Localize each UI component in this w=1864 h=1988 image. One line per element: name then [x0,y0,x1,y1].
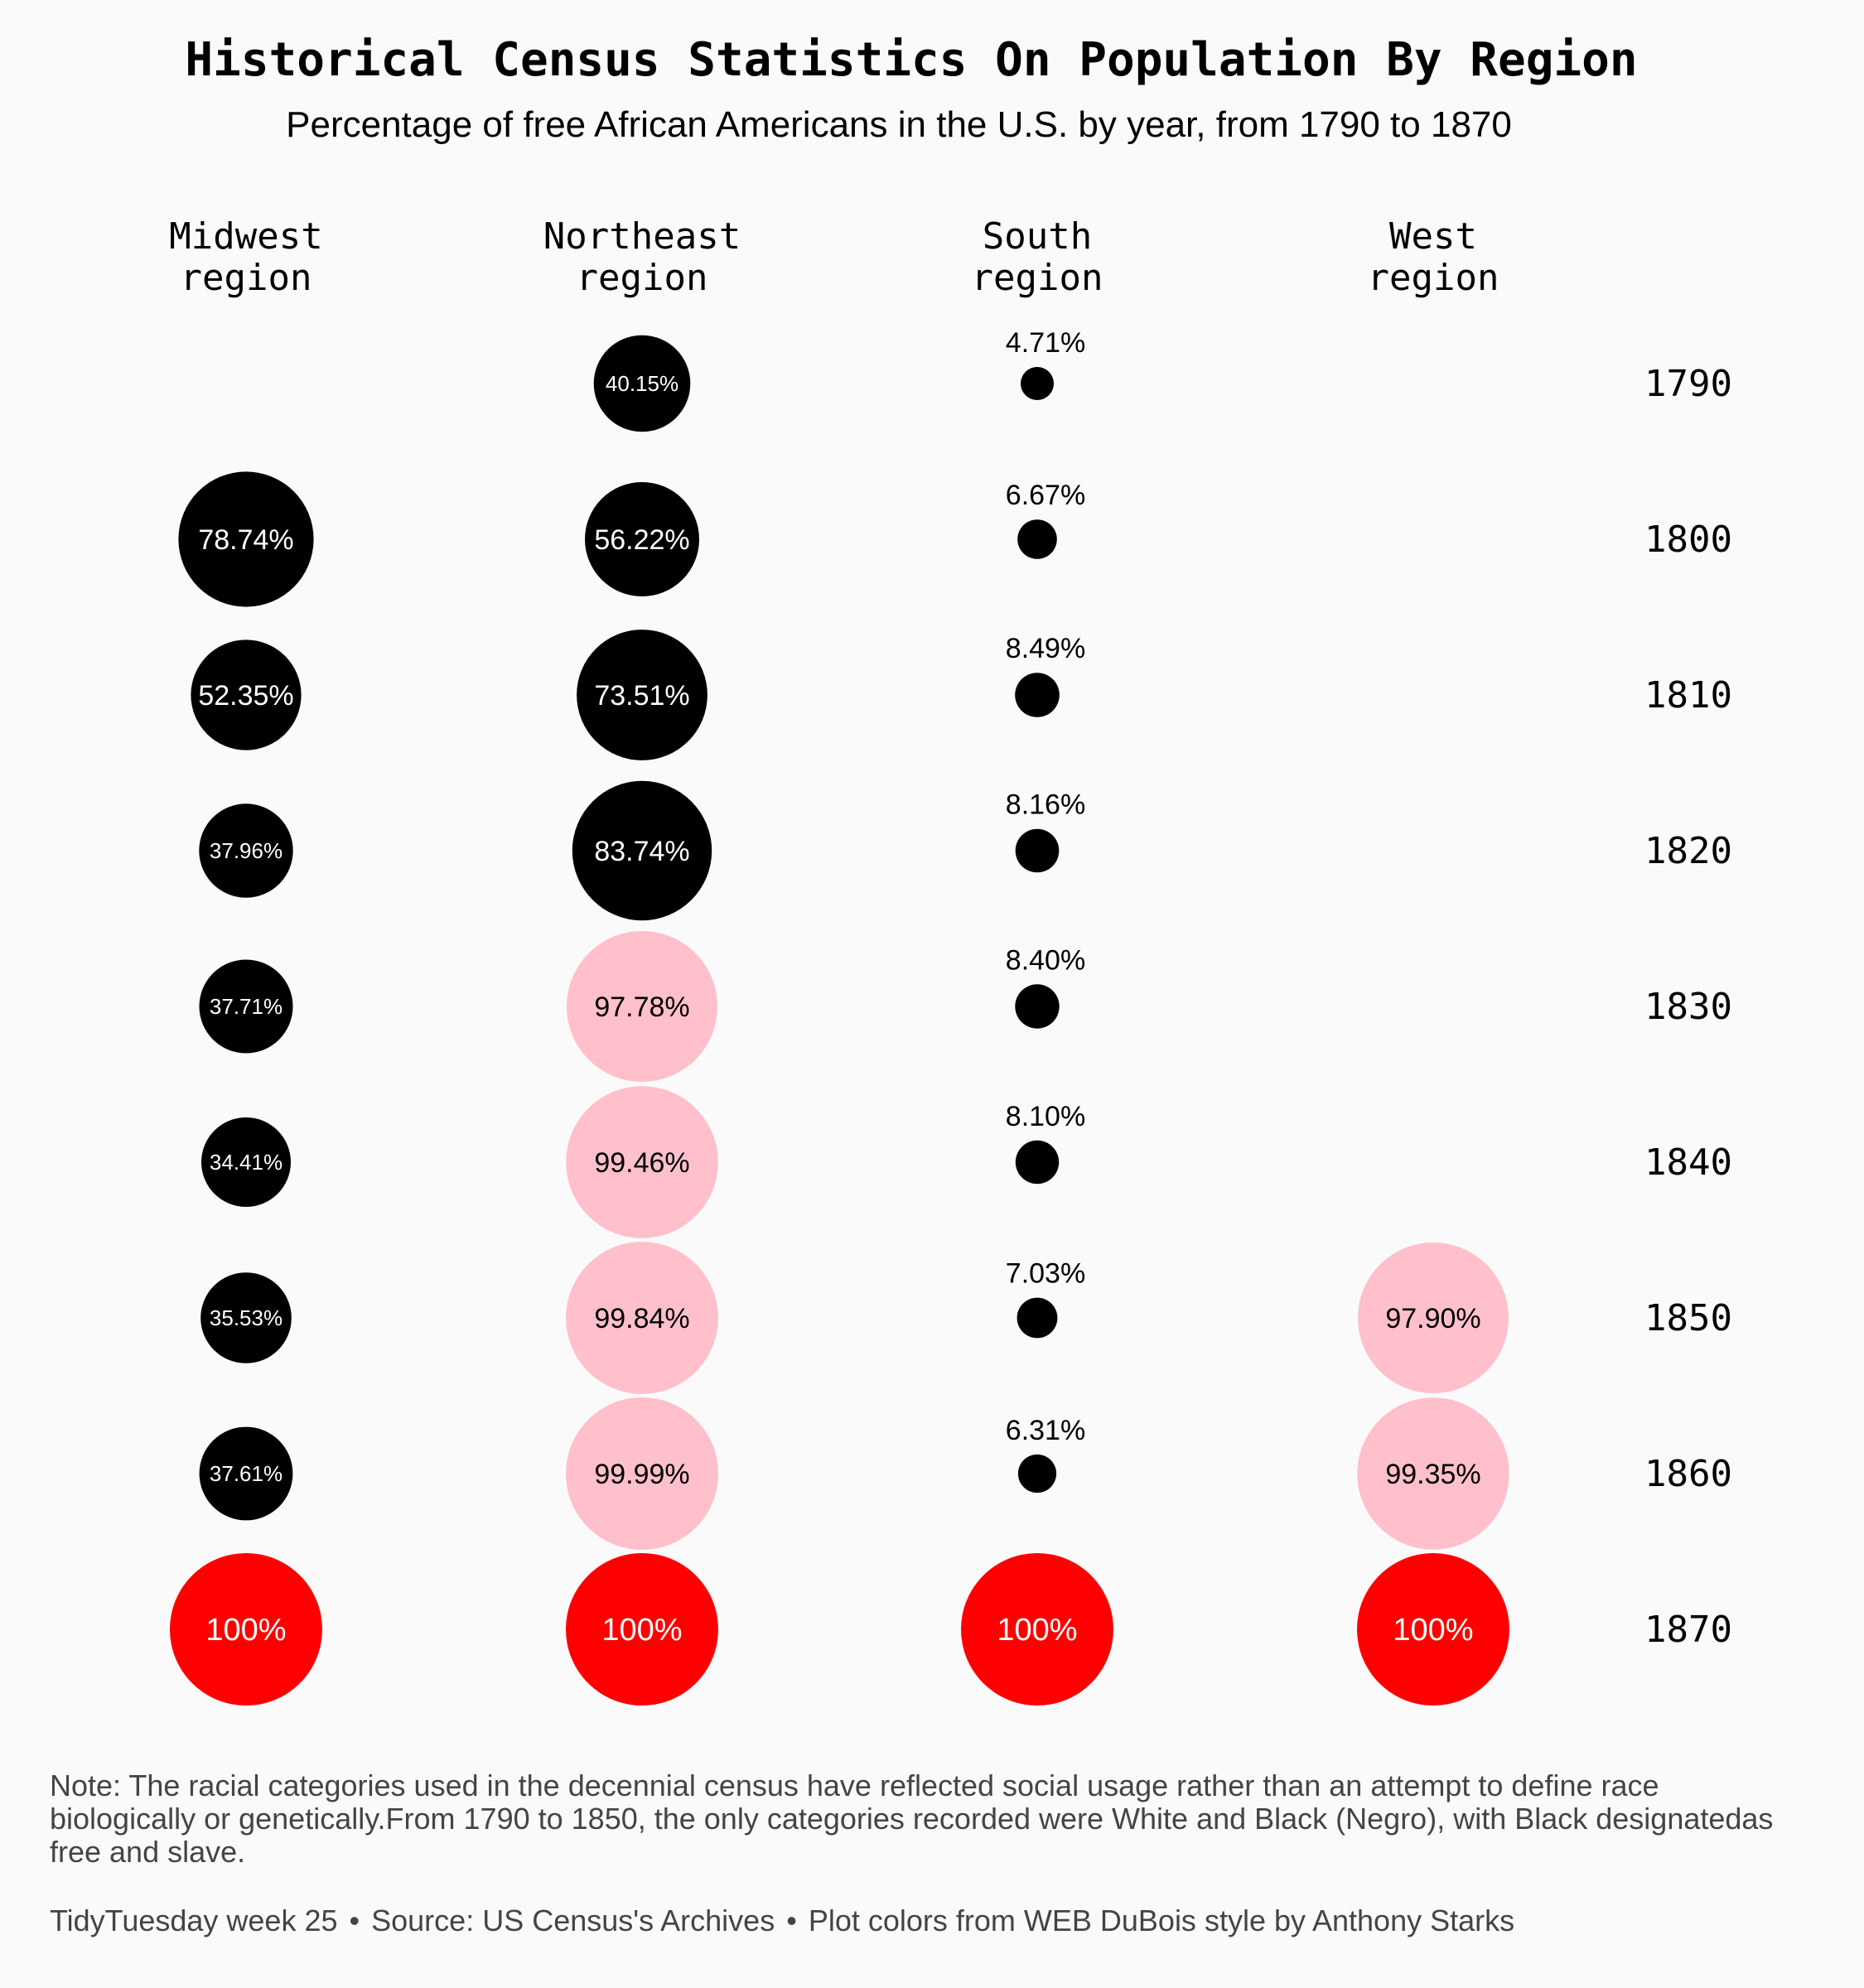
value-labels: 78.74% 52.35% 37.96% 37.71% 34.41% 35.53% 37.6… [198,327,1480,1648]
bubble-value-label: 8.40% [1006,944,1085,976]
bubble-point [1017,519,1057,559]
bubble-value-label: 99.99% [594,1459,689,1490]
bubble-value-label: 78.74% [198,524,293,556]
year-labels: 1790 1800 1810 1820 1830 1840 1850 1860 1870 [1644,363,1732,1651]
bubble-point [199,803,293,898]
bubble-value-label: 40.15% [606,371,678,396]
bubble-value-label: 7.03% [1006,1258,1085,1290]
bubble-value-label: 8.16% [1006,789,1085,821]
footer-separator: • [786,1904,797,1937]
bubble-value-label: 52.35% [198,680,293,712]
bubble-point [191,639,302,750]
bubble-value-label: 35.53% [210,1305,282,1330]
bubble-point [1358,1242,1509,1393]
bubble-value-label: 4.71% [1006,327,1085,359]
bubble-value-label: 34.41% [210,1150,282,1175]
bubble-value-label: 99.35% [1385,1459,1480,1490]
region-label: Midwest region [169,215,322,299]
bubble-value-label: 56.22% [594,524,689,556]
year-label: 1790 [1644,363,1732,405]
bubble-point [961,1553,1113,1706]
bubble-value-label: 99.46% [594,1147,689,1179]
year-label: 1860 [1644,1453,1732,1495]
bubble-value-label: 37.71% [210,994,282,1019]
bubble-value-label: 100% [997,1613,1077,1648]
bubble-value-label: 6.67% [1006,480,1085,511]
bubble-point [199,959,293,1054]
bubble-value-label: 97.78% [594,992,689,1023]
bubble-value-label: 6.31% [1006,1415,1085,1446]
bubble-value-label: 100% [601,1613,682,1648]
chart-title: Historical Census Statistics On Populati… [185,33,1638,87]
bubble-value-label: 37.96% [210,838,282,863]
bubble-point [1021,367,1054,400]
bubble-point [1017,1454,1057,1493]
year-label: 1870 [1644,1609,1732,1651]
footer-tidytuesday: TidyTuesday week 25 [50,1904,338,1937]
bubble-value-label: 37.61% [210,1461,282,1486]
bubble-point [566,1086,718,1238]
bubble-point [1015,984,1060,1029]
bubble-point [567,931,717,1082]
footer-credits: Plot colors from WEB DuBois style by Ant… [808,1904,1515,1937]
year-label: 1840 [1644,1141,1732,1184]
year-label: 1810 [1644,674,1732,717]
bubble-point [1357,1553,1509,1706]
region-labels: Midwest region Northeast region South region W… [169,215,1499,299]
bubble-value-label: 8.10% [1006,1101,1085,1132]
bubble-value-label: 83.74% [594,836,689,867]
bubble-value-label: 99.84% [594,1303,689,1334]
chart-subtitle: Percentage of free African Americans in … [286,104,1512,145]
region-label: Northeast region [543,215,741,299]
bubbles [170,335,1509,1706]
year-label: 1830 [1644,986,1732,1028]
chart-note: Note: The racial categories used in the … [50,1768,1774,1869]
bubble-value-label: 97.90% [1385,1303,1480,1334]
bubble-value-label: 8.49% [1006,633,1085,664]
bubble-value-label: 100% [1393,1613,1473,1648]
bubble-point [1015,1140,1060,1185]
footer-source: Source: US Census's Archives [371,1904,775,1937]
bubble-point [566,1242,718,1394]
bubble-chart: Midwest region Northeast region South region W… [169,215,1732,1706]
bubble-point [1357,1397,1509,1550]
bubble-point [566,1397,718,1550]
year-label: 1850 [1644,1297,1732,1339]
bubble-point [178,471,314,607]
bubble-point [199,1426,293,1521]
bubble-point [201,1117,291,1207]
bubble-point [593,335,691,432]
bubble-point [200,1272,292,1363]
bubble-point [572,780,712,921]
bubble-point [1015,828,1060,873]
bubble-value-label: 73.51% [594,680,689,712]
footer-separator: • [349,1904,360,1937]
region-label: South region [972,215,1103,299]
bubble-point [566,1553,718,1706]
bubble-point [585,482,699,596]
chart-footer: TidyTuesday week 25 • Source: US Census's … [50,1904,1831,1938]
bubble-value-label: 100% [205,1613,286,1648]
bubble-point [170,1553,322,1706]
region-label: West region [1368,215,1499,299]
bubble-point [577,630,707,760]
bubble-point [1017,1297,1058,1339]
year-label: 1800 [1644,519,1732,561]
bubble-point [1015,673,1060,717]
year-label: 1820 [1644,830,1732,872]
